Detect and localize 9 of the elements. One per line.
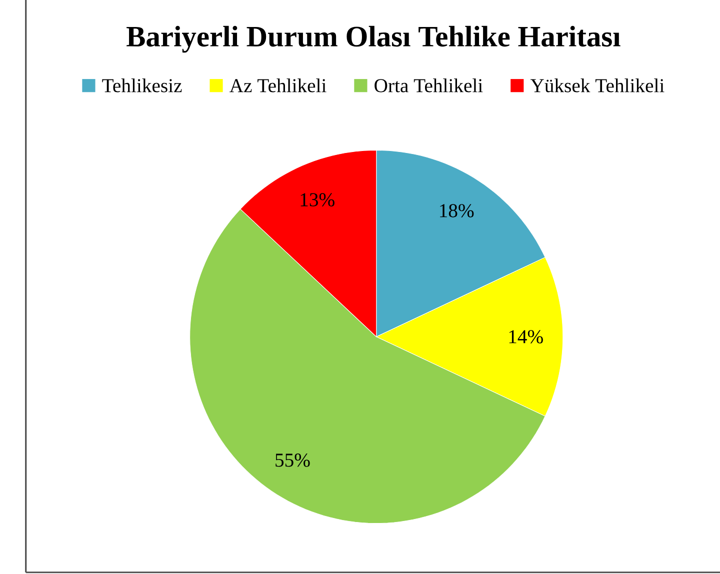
data-label: 18% (440, 204, 474, 218)
data-label: 55% (276, 453, 310, 467)
chart-title: Bariyerli Durum Olası Tehlike Haritası (126, 26, 620, 52)
legend-label: Tehlikesiz (102, 78, 182, 92)
data-label: 14% (509, 330, 543, 344)
legend-label: Orta Tehlikeli (374, 78, 483, 92)
legend-label: Az Tehlikeli (230, 78, 326, 92)
legend-label: Yüksek Tehlikeli (530, 78, 664, 92)
data-label: 13% (300, 192, 334, 206)
